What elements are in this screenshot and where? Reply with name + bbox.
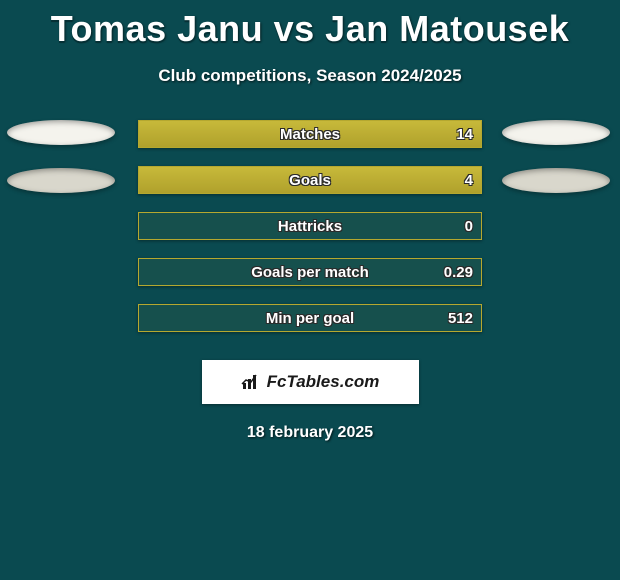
stat-value: 14 bbox=[456, 121, 473, 149]
stat-value: 0.29 bbox=[444, 259, 473, 287]
stat-row-goals-per-match: Goals per match 0.29 bbox=[0, 258, 620, 304]
logo-text: FcTables.com bbox=[267, 372, 380, 392]
player-marker-right bbox=[502, 168, 610, 193]
stat-label: Min per goal bbox=[139, 305, 481, 333]
stat-label: Goals per match bbox=[139, 259, 481, 287]
page-title: Tomas Janu vs Jan Matousek bbox=[0, 0, 620, 50]
stat-row-matches: Matches 14 bbox=[0, 120, 620, 166]
stat-bar: Matches 14 bbox=[138, 120, 482, 148]
date-text: 18 february 2025 bbox=[0, 424, 620, 442]
stat-value: 0 bbox=[465, 213, 473, 241]
stat-bar: Goals per match 0.29 bbox=[138, 258, 482, 286]
stat-value: 4 bbox=[465, 167, 473, 195]
stat-label: Goals bbox=[139, 167, 481, 195]
player-marker-left bbox=[7, 168, 115, 193]
season-subtitle: Club competitions, Season 2024/2025 bbox=[0, 66, 620, 86]
stat-label: Hattricks bbox=[139, 213, 481, 241]
player-marker-left bbox=[7, 120, 115, 145]
player-marker-right bbox=[502, 120, 610, 145]
fctables-logo[interactable]: FcTables.com bbox=[202, 360, 419, 404]
stat-row-min-per-goal: Min per goal 512 bbox=[0, 304, 620, 350]
stat-row-goals: Goals 4 bbox=[0, 166, 620, 212]
bar-chart-icon bbox=[241, 373, 263, 391]
stat-row-hattricks: Hattricks 0 bbox=[0, 212, 620, 258]
stat-value: 512 bbox=[448, 305, 473, 333]
stats-panel: Matches 14 Goals 4 Hattricks 0 Goals per… bbox=[0, 120, 620, 350]
stat-label: Matches bbox=[139, 121, 481, 149]
stat-bar: Goals 4 bbox=[138, 166, 482, 194]
stat-bar: Min per goal 512 bbox=[138, 304, 482, 332]
stat-bar: Hattricks 0 bbox=[138, 212, 482, 240]
